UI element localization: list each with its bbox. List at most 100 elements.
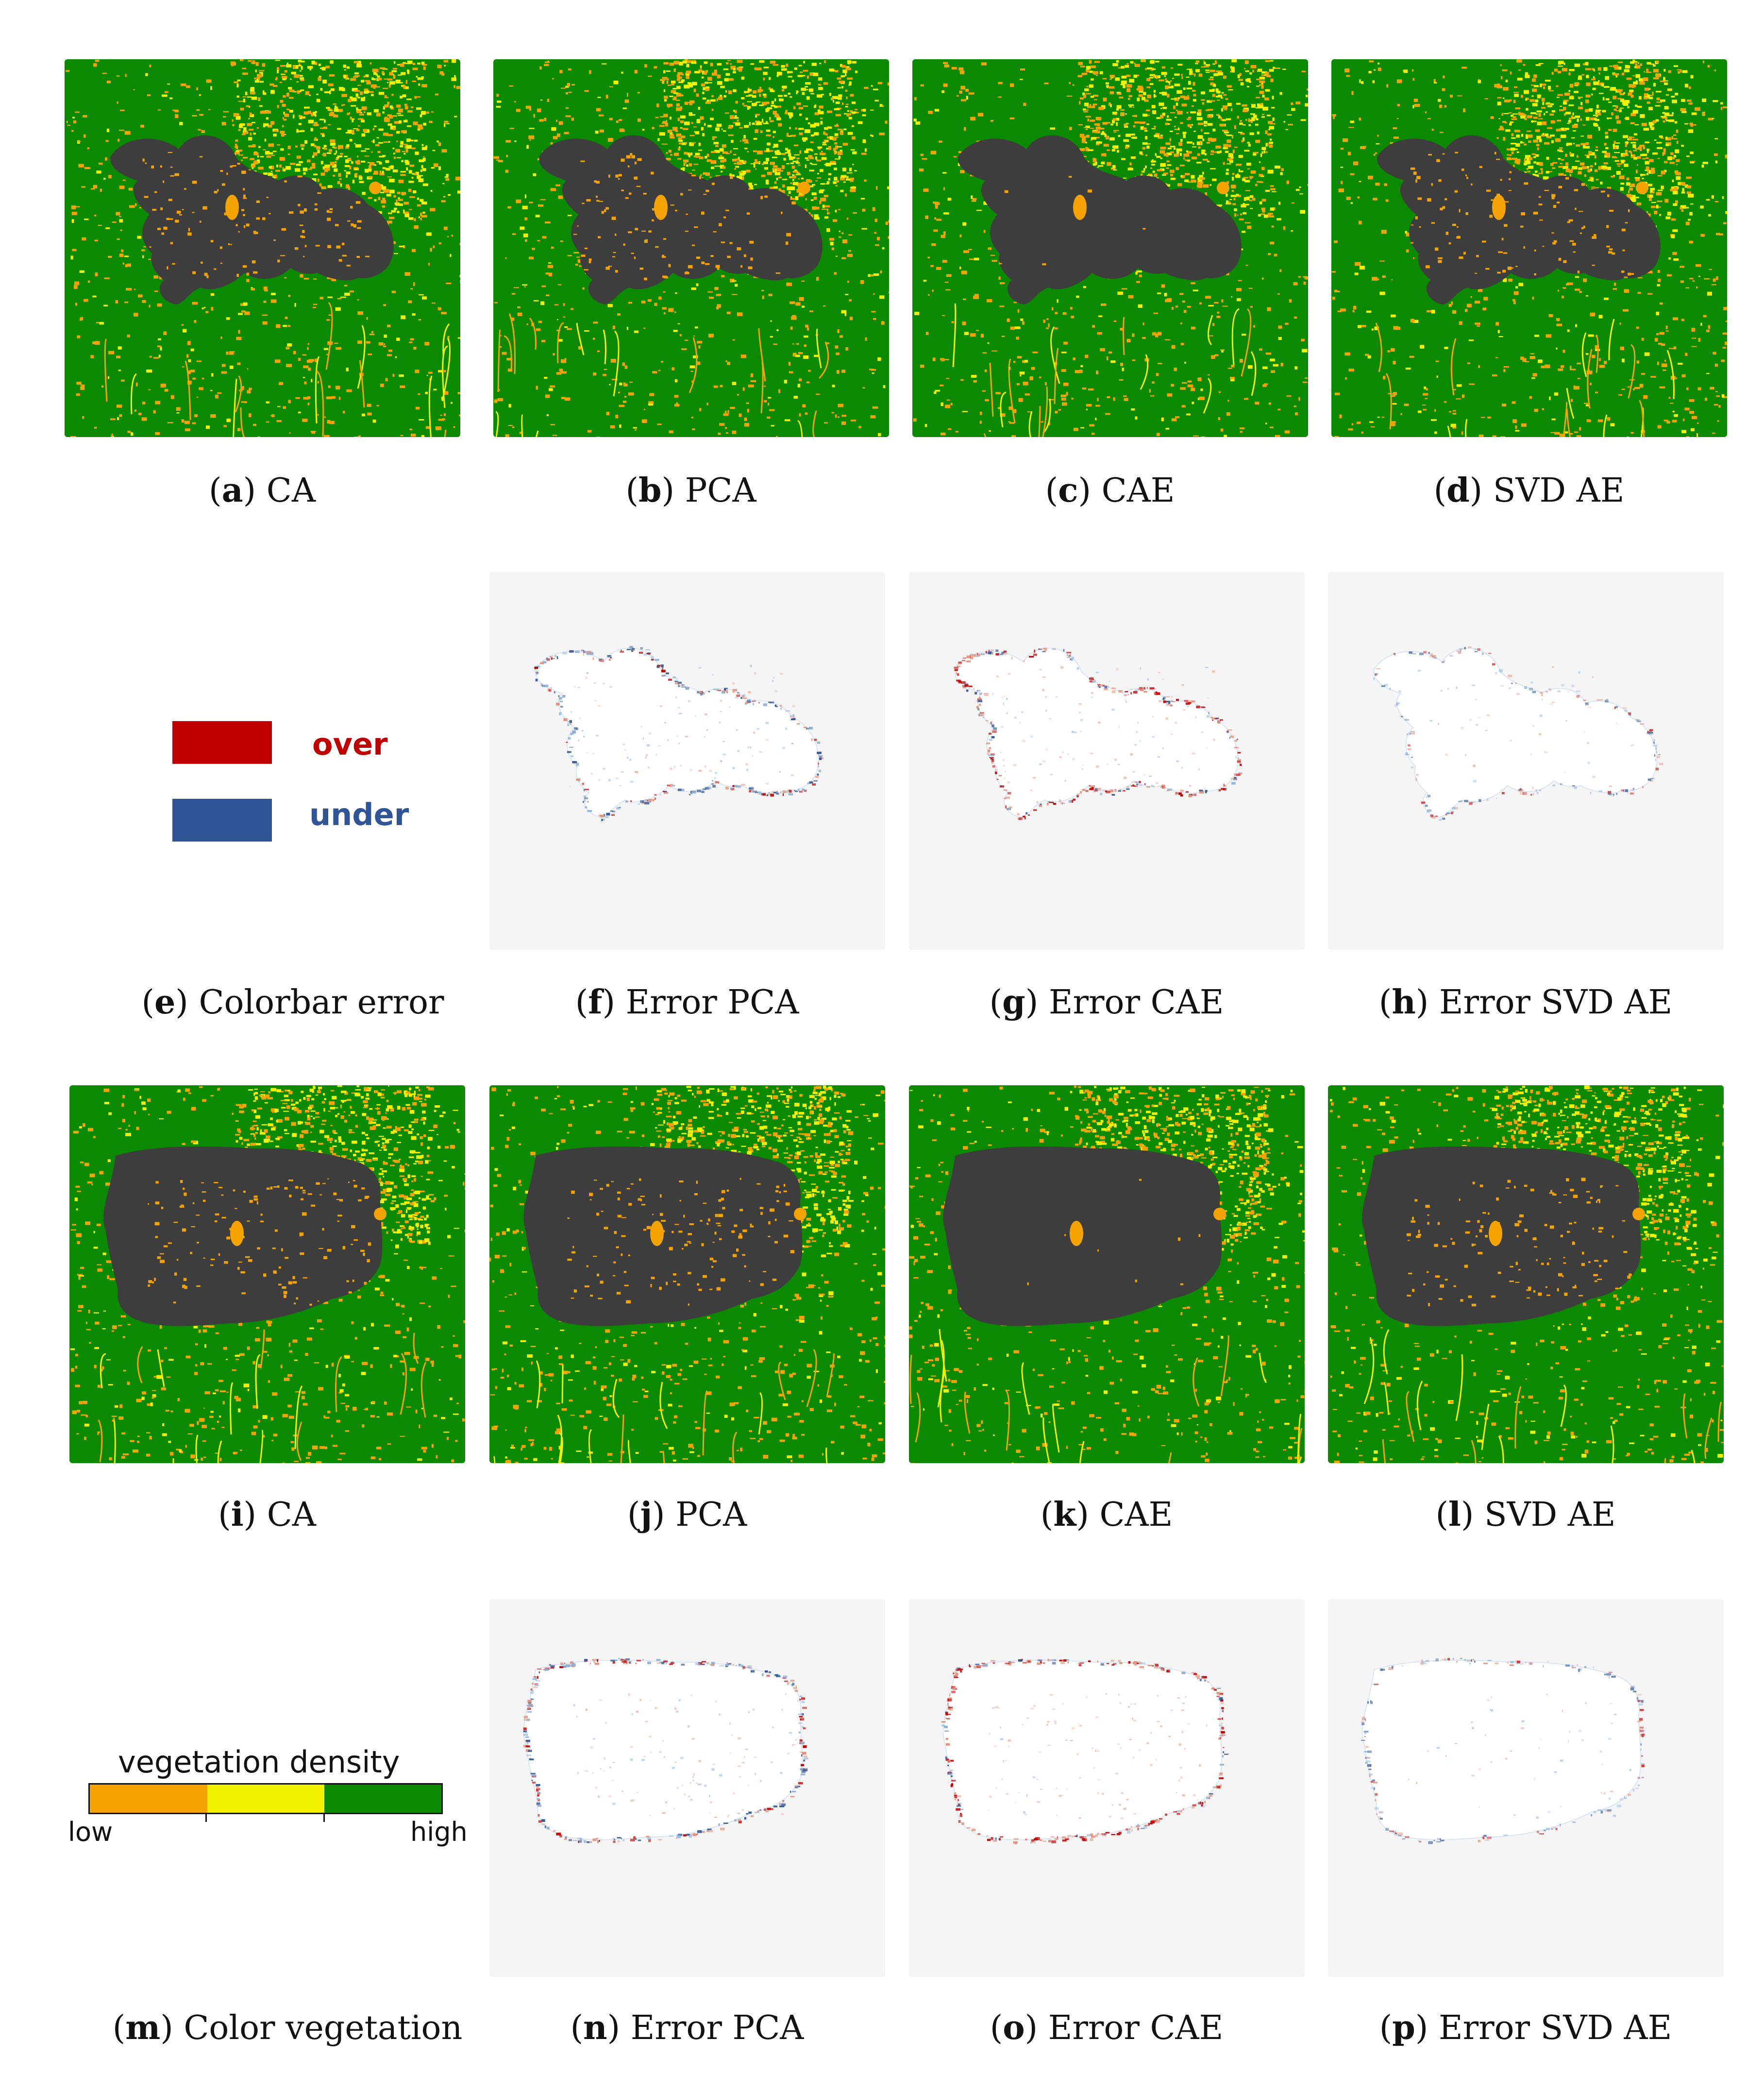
vegetation-patch [356, 107, 358, 110]
vegetation-patch [125, 264, 128, 268]
vegetation-patch [1109, 351, 1112, 354]
vegetation-patch [506, 357, 513, 361]
vegetation-patch [426, 375, 428, 376]
vegetation-patch [1231, 59, 1237, 63]
vegetation-patch [885, 221, 888, 225]
vegetation-patch [294, 168, 301, 172]
vegetation-strip [989, 362, 994, 417]
vegetation-patch [1627, 194, 1631, 197]
vegetation-patch [809, 157, 814, 159]
vegetation-patch [1691, 337, 1697, 339]
unburned-pocket [786, 233, 791, 236]
vegetation-patch [1020, 68, 1025, 70]
vegetation-patch [754, 67, 757, 70]
vegetation-patch [675, 130, 678, 132]
vegetation-patch [412, 63, 416, 65]
vegetation-patch [659, 125, 665, 127]
vegetation-patch [1273, 67, 1275, 69]
vegetation-patch [118, 138, 120, 142]
vegetation-patch [752, 122, 755, 125]
vegetation-patch [1495, 322, 1499, 326]
vegetation-patch [131, 432, 134, 436]
unburned-pocket [626, 155, 631, 159]
vegetation-patch [626, 93, 628, 97]
vegetation-patch [669, 134, 674, 138]
ignition-spot [1073, 195, 1087, 220]
vegetation-patch [567, 83, 571, 86]
vegetation-patch [786, 282, 792, 287]
vegetation-patch [415, 96, 421, 98]
vegetation-patch [756, 67, 762, 70]
vegetation-patch [671, 83, 674, 85]
vegetation-patch [1221, 349, 1224, 353]
vegetation-patch [329, 74, 335, 77]
unburned-pocket [214, 191, 218, 194]
vegetation-patch [385, 378, 388, 382]
vegetation-patch [457, 392, 460, 394]
vegetation-patch [626, 327, 628, 330]
vegetation-patches [913, 59, 1308, 437]
vegetation-patch [1122, 368, 1124, 371]
vegetation-patch [770, 336, 773, 338]
vegetation-patch [826, 136, 831, 139]
vegetation-patch [835, 255, 838, 257]
vegetation-patch [1120, 84, 1126, 85]
vegetation-patch [379, 173, 385, 175]
vegetation-patch [870, 415, 876, 419]
vegetation-patch [1086, 69, 1089, 72]
vegetation-patch [417, 77, 423, 80]
vegetation-patch [1192, 89, 1195, 92]
vegetation-patch [1146, 123, 1149, 125]
vegetation-patch [148, 259, 151, 260]
vegetation-patch [1183, 310, 1187, 313]
vegetation-patch [669, 62, 674, 66]
vegetation-strip [812, 410, 817, 437]
vegetation-patch [544, 377, 548, 379]
vegetation-patch [1226, 118, 1231, 120]
vegetation-patch [153, 410, 156, 414]
unburned-pocket [999, 263, 1002, 265]
vegetation-patch [803, 139, 806, 142]
vegetation-patch [1177, 127, 1180, 131]
vegetation-patch [943, 212, 949, 215]
vegetation-patch [1020, 318, 1024, 321]
vegetation-patch [1513, 100, 1516, 103]
vegetation-patch [1274, 253, 1277, 257]
vegetation-patch [405, 211, 409, 214]
vegetation-patch [941, 90, 944, 93]
vegetation-patch [1661, 137, 1664, 139]
vegetation-patch [724, 411, 727, 415]
vegetation-patch [1261, 147, 1266, 150]
vegetation-patch [644, 409, 646, 410]
vegetation-strip [758, 328, 766, 382]
unburned-pocket [160, 165, 162, 168]
vegetation-patch [187, 341, 191, 345]
vegetation-patch [726, 62, 729, 65]
unburned-pocket [701, 211, 705, 215]
vegetation-patch [1121, 288, 1127, 290]
vegetation-patch [807, 122, 810, 124]
vegetation-patch [1262, 384, 1267, 387]
vegetation-patch [737, 67, 742, 70]
vegetation-patch [241, 310, 246, 313]
vegetation-patch [1545, 102, 1550, 105]
vegetation-patch [1120, 109, 1125, 111]
unburned-pocket [145, 162, 147, 164]
vegetation-patch [1129, 106, 1132, 108]
vegetation-patch [1261, 74, 1266, 76]
vegetation-patch [512, 426, 515, 428]
vegetation-patch [735, 115, 737, 119]
vegetation-patch [398, 197, 400, 200]
unburned-pocket [167, 266, 168, 270]
vegetation-patch [539, 119, 544, 122]
vegetation-patch [803, 70, 808, 72]
vegetation-patch [696, 93, 699, 97]
vegetation-patch [405, 86, 409, 89]
vegetation-patch [248, 60, 252, 62]
vegetation-patch [1113, 130, 1119, 131]
vegetation-patch [300, 144, 305, 147]
vegetation-patch [1256, 118, 1259, 120]
vegetation-patch [852, 151, 857, 154]
vegetation-patch [1147, 94, 1151, 99]
vegetation-patch [1253, 152, 1257, 156]
